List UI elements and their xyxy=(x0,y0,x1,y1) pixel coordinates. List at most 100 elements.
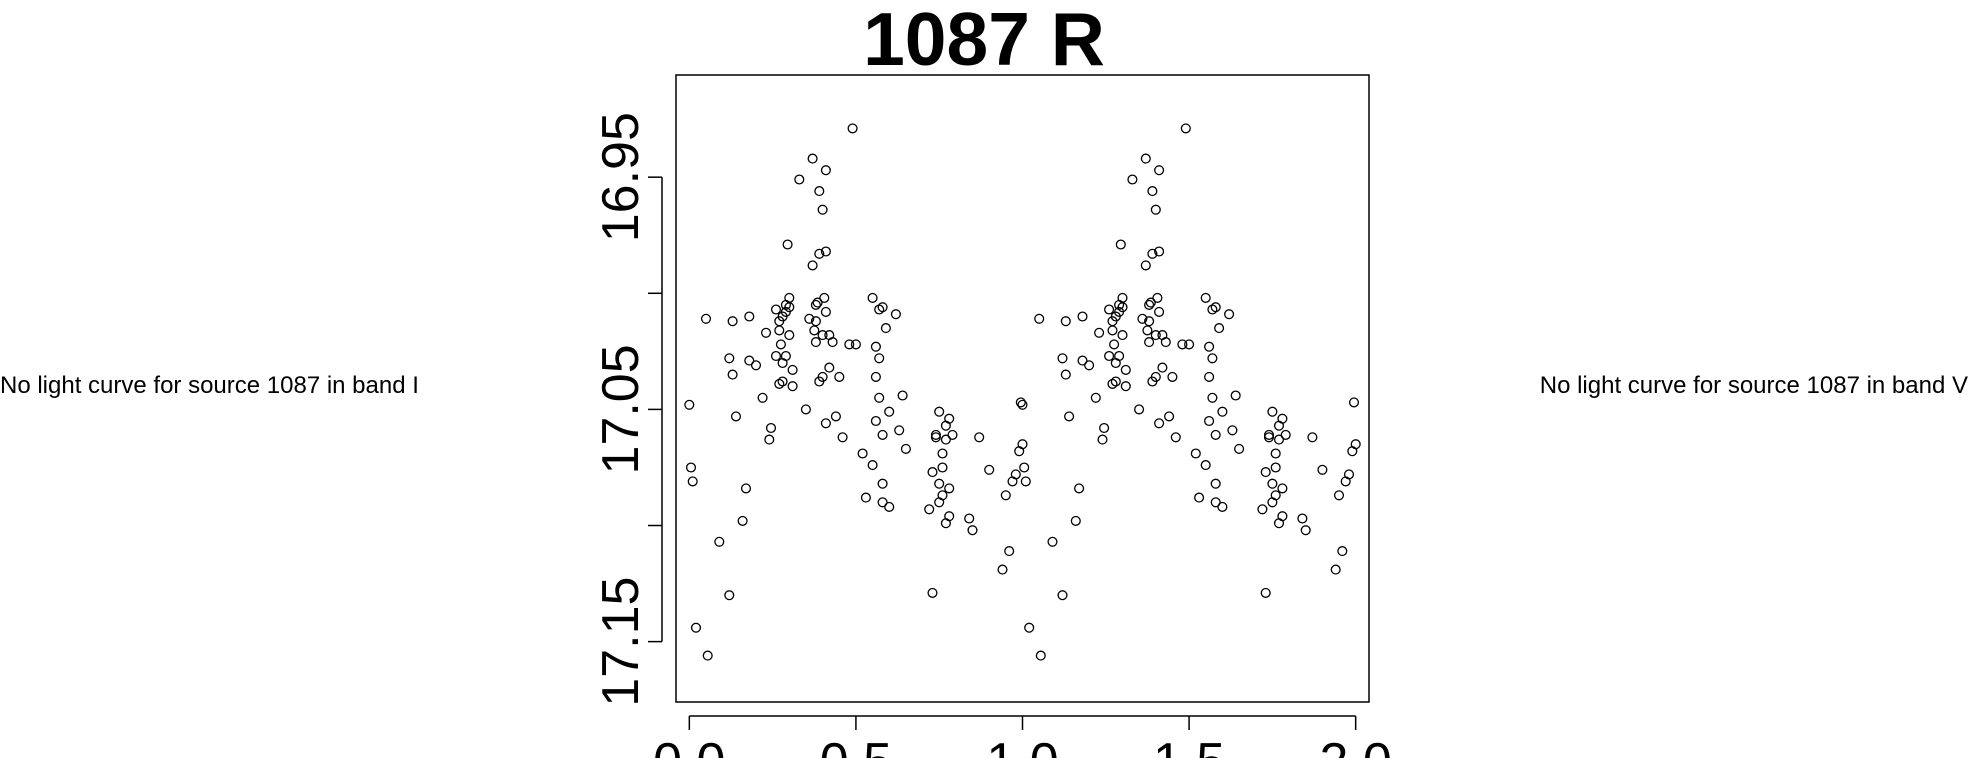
data-point xyxy=(1077,311,1088,322)
data-point xyxy=(934,406,945,417)
data-point xyxy=(1210,302,1221,313)
data-point xyxy=(1047,536,1058,547)
data-point xyxy=(1064,411,1075,422)
data-point xyxy=(782,239,793,250)
data-point xyxy=(804,313,815,324)
data-point xyxy=(1167,371,1178,382)
data-point xyxy=(974,432,985,443)
data-point xyxy=(700,313,712,324)
data-point xyxy=(1060,369,1071,380)
data-point xyxy=(1140,260,1151,271)
data-point xyxy=(827,337,838,348)
data-point xyxy=(824,362,835,373)
data-point xyxy=(1150,371,1161,382)
data-point xyxy=(810,316,821,327)
data-point xyxy=(900,443,911,454)
data-point xyxy=(1337,546,1348,557)
data-point xyxy=(820,306,831,317)
data-point xyxy=(934,478,945,489)
data-point xyxy=(794,174,805,185)
data-point xyxy=(1020,476,1031,487)
data-point xyxy=(937,462,948,473)
data-point xyxy=(1015,397,1026,408)
data-point xyxy=(1024,622,1035,633)
data-point xyxy=(810,337,821,348)
data-point xyxy=(1270,490,1281,501)
data-point xyxy=(1017,399,1028,410)
data-point xyxy=(997,564,1008,575)
data-point xyxy=(877,497,888,508)
data-point xyxy=(774,378,785,389)
data-point xyxy=(1152,292,1163,303)
data-point xyxy=(810,299,821,310)
data-point xyxy=(1142,325,1153,336)
data-point xyxy=(1134,404,1145,415)
data-point xyxy=(877,302,888,313)
data-point xyxy=(714,536,725,547)
data-point xyxy=(724,353,735,364)
data-point xyxy=(1144,316,1155,327)
data-point xyxy=(937,490,948,501)
data-point xyxy=(847,123,858,134)
data-point xyxy=(757,392,768,403)
data-point xyxy=(685,462,697,473)
data-point xyxy=(1273,434,1285,445)
data-point xyxy=(1210,497,1221,508)
data-point xyxy=(884,406,895,417)
data-point xyxy=(857,448,868,459)
data-point xyxy=(820,418,831,429)
data-point xyxy=(820,246,831,257)
data-point xyxy=(787,364,798,375)
data-point xyxy=(770,304,782,315)
data-point xyxy=(1280,429,1291,440)
data-point xyxy=(1207,304,1218,315)
data-point xyxy=(874,353,885,364)
x-tick-label: 1.0 xyxy=(986,733,1058,758)
data-point xyxy=(984,464,995,475)
data-point xyxy=(894,425,905,436)
data-point xyxy=(1177,339,1188,350)
data-point xyxy=(1207,392,1218,403)
data-point xyxy=(1297,513,1308,524)
data-point xyxy=(1109,339,1120,350)
data-point xyxy=(1260,467,1271,478)
data-point xyxy=(817,204,828,215)
data-point xyxy=(867,292,878,303)
no-light-curve-band-i-note: No light curve for source 1087 in band I xyxy=(0,372,419,399)
data-point xyxy=(1217,501,1228,512)
x-axis: 0.0 0.5 1.0 1.5 2.0 xyxy=(653,715,1392,758)
data-point xyxy=(940,434,951,445)
data-point xyxy=(814,186,825,197)
data-point xyxy=(727,369,738,380)
data-point xyxy=(1004,546,1015,557)
data-points xyxy=(684,123,1361,661)
data-point xyxy=(1194,492,1205,503)
data-point xyxy=(1348,397,1360,408)
data-point xyxy=(1114,350,1125,362)
data-point xyxy=(1019,462,1030,473)
data-point xyxy=(1204,371,1215,382)
data-point xyxy=(1227,425,1238,436)
data-point xyxy=(690,622,702,633)
data-point xyxy=(890,309,901,320)
data-point xyxy=(724,590,735,601)
data-point xyxy=(1267,406,1278,417)
data-point xyxy=(787,381,798,392)
data-point xyxy=(1110,376,1121,387)
data-point xyxy=(1210,429,1221,440)
data-point xyxy=(744,311,755,322)
data-point xyxy=(1137,313,1148,324)
data-point xyxy=(730,411,742,422)
data-point xyxy=(1120,364,1131,375)
data-point xyxy=(944,413,955,424)
data-point xyxy=(844,339,855,350)
data-point xyxy=(927,587,938,598)
data-point xyxy=(1210,478,1221,489)
data-point xyxy=(744,355,755,366)
data-point xyxy=(830,411,841,422)
data-point xyxy=(740,483,752,494)
data-point xyxy=(784,292,795,303)
data-point xyxy=(870,371,881,382)
data-point xyxy=(812,297,823,308)
data-point xyxy=(817,330,828,341)
